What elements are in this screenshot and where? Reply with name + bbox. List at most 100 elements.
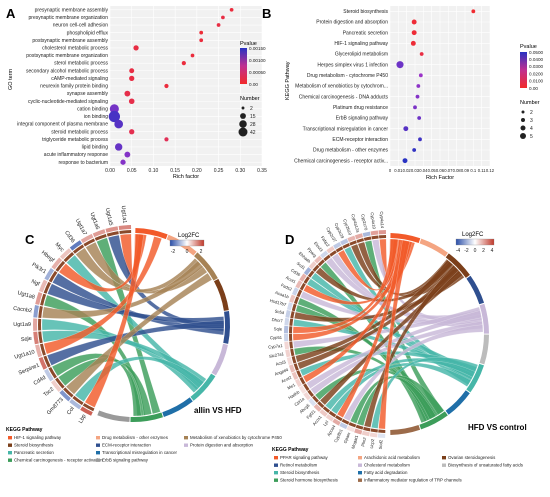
category-label: ECM-receptor interaction — [332, 137, 388, 143]
pathway-arc — [445, 253, 470, 278]
gene-logfc-cell — [325, 414, 335, 422]
gene-arc — [299, 376, 306, 385]
gene-label: Cyp7a1 — [268, 343, 284, 350]
gene-logfc-cell — [347, 235, 356, 242]
pathway-label: Biosynthesis of unsaturated fatty acids — [448, 463, 524, 468]
pathway-swatch — [442, 463, 446, 467]
gene-logfc-cell — [105, 226, 119, 233]
category-label: presynaptic membrane organization — [29, 15, 109, 21]
x-tick-label: 0.12 — [486, 168, 495, 173]
pathway-label: Retinol metabolism — [280, 463, 318, 468]
pathway-legend-title-c: KEGG Pathway — [6, 427, 43, 433]
panel-b: B Steroid biosynthesis Protein digestion … — [262, 6, 543, 181]
legend-pvalue-label: 0.0500 — [529, 50, 543, 55]
legend-pvalue-label: 0.00050 — [249, 70, 266, 75]
gene-label: Cd4d — [33, 375, 47, 387]
gene-label: Ugt1a8 — [17, 290, 36, 301]
gene-label: Hsd17b7 — [269, 298, 287, 308]
pathway-arc — [223, 311, 230, 344]
legend-pvalue-bar-b — [520, 52, 527, 88]
gene-label: Dhcr7 — [271, 317, 283, 323]
gene-label: Slc27a1 — [268, 351, 284, 359]
gene-label: Cyp2b10 — [342, 218, 353, 236]
pathway-arc — [390, 425, 421, 435]
chord-ribbon — [371, 357, 479, 429]
gene-label: Cyp8b1 — [333, 428, 344, 444]
gene-logfc-cell — [354, 428, 363, 435]
pathway-swatch — [274, 471, 278, 475]
gene-label: Cd36 — [290, 268, 302, 278]
pathway-legend-c: HIF-1 signaling pathway Steroid biosynthe… — [8, 435, 282, 463]
dot — [396, 61, 404, 69]
pathway-swatch — [8, 436, 12, 440]
gene-arc — [312, 395, 319, 403]
pathway-arc — [445, 390, 470, 415]
x-tick-label: 0.03 — [411, 168, 420, 173]
dot — [181, 61, 186, 66]
pathway-arc — [479, 334, 489, 365]
y-axis-label-a: GO term — [8, 68, 14, 90]
gene-arc — [312, 264, 320, 272]
dot — [471, 9, 476, 14]
gene-label: Cd36 — [63, 230, 76, 244]
gene-logfc-cell — [339, 422, 348, 430]
pathway-label: Pancreatic secretion — [14, 450, 54, 455]
gene-arc — [322, 406, 331, 413]
log2fc-ticks-d: -4 -2 0 2 4 — [456, 248, 494, 254]
gene-label: Ucp2 — [369, 438, 375, 449]
pathway-swatch — [358, 456, 362, 460]
log2fc-tick: 2 — [482, 248, 485, 254]
dot — [129, 75, 135, 82]
chord-ribbon — [378, 240, 410, 430]
x-ticks-a: 0.00 0.05 0.10 0.15 0.20 0.25 0.30 0.35 — [105, 168, 267, 174]
log2fc-tick: 2 — [200, 249, 203, 255]
gene-arc — [119, 230, 132, 234]
pathway-label: Chemical carcinogenesis - receptor activ… — [14, 458, 103, 463]
gene-logfc-cell — [286, 302, 293, 311]
legend-number-dot — [520, 125, 526, 131]
dot — [229, 7, 234, 12]
gene-logfc-cell — [33, 331, 39, 345]
gene-label: Fgf21 — [305, 408, 316, 420]
legend-pvalue-labels-a: 0.00150 0.00100 0.00050 0.00 — [249, 46, 266, 87]
legend-number-label: 2 — [530, 110, 533, 116]
dot — [199, 38, 204, 43]
gene-arc — [289, 326, 293, 334]
category-label: cAMP-mediated signaling — [51, 76, 108, 82]
chord-ribbon — [65, 272, 213, 395]
gene-arc — [329, 250, 337, 257]
gene-logfc-cell — [295, 378, 302, 388]
log2fc-tick: -4 — [456, 248, 461, 254]
gene-label: Elovl3 — [313, 241, 324, 254]
gene-logfc-cell — [59, 390, 71, 402]
pathway-arc — [390, 233, 421, 244]
category-label: neurexin family protein binding — [40, 84, 108, 90]
gene-logfc-cell — [35, 344, 43, 358]
pathway-label: Metabolism of xenobiotics by cytochrome … — [190, 435, 282, 440]
chord-ribbon — [306, 310, 482, 389]
dot — [129, 68, 135, 74]
log2fc-tick: 0 — [186, 249, 189, 255]
pathway-label: Transcriptional misregulation in cancer — [102, 450, 178, 455]
category-label: ErbB signaling pathway — [336, 116, 389, 122]
gene-logfc-cell — [285, 309, 291, 318]
pathway-arc — [97, 410, 130, 422]
chord-diagram-c: Ugt1a1 Ugt1a5 Ugt1a6Ugt1a7Cd36MycHbegfPik3… — [13, 205, 230, 425]
category-label: Protein digestion and absorption — [316, 20, 388, 26]
dot — [190, 53, 195, 58]
chord-ribbon — [84, 233, 144, 408]
chart-title-c: allin VS HFD — [194, 406, 242, 415]
gene-arc — [43, 281, 52, 294]
gene-label: Acot1 — [285, 275, 297, 285]
gene-logfc-cell — [295, 280, 303, 289]
pathway-swatch — [96, 458, 100, 462]
gene-label: Mogat1 — [350, 434, 359, 449]
pathway-legend-title-d: KEGG Pathway — [272, 447, 309, 453]
gene-arc — [363, 426, 371, 432]
x-tick-label: 0.35 — [257, 168, 267, 174]
gene-label: Fads2 — [280, 282, 293, 292]
pathway-swatch — [8, 443, 12, 447]
pathway-label: Ovarian steroidogenesis — [448, 455, 496, 460]
pathway-arc — [162, 397, 193, 417]
